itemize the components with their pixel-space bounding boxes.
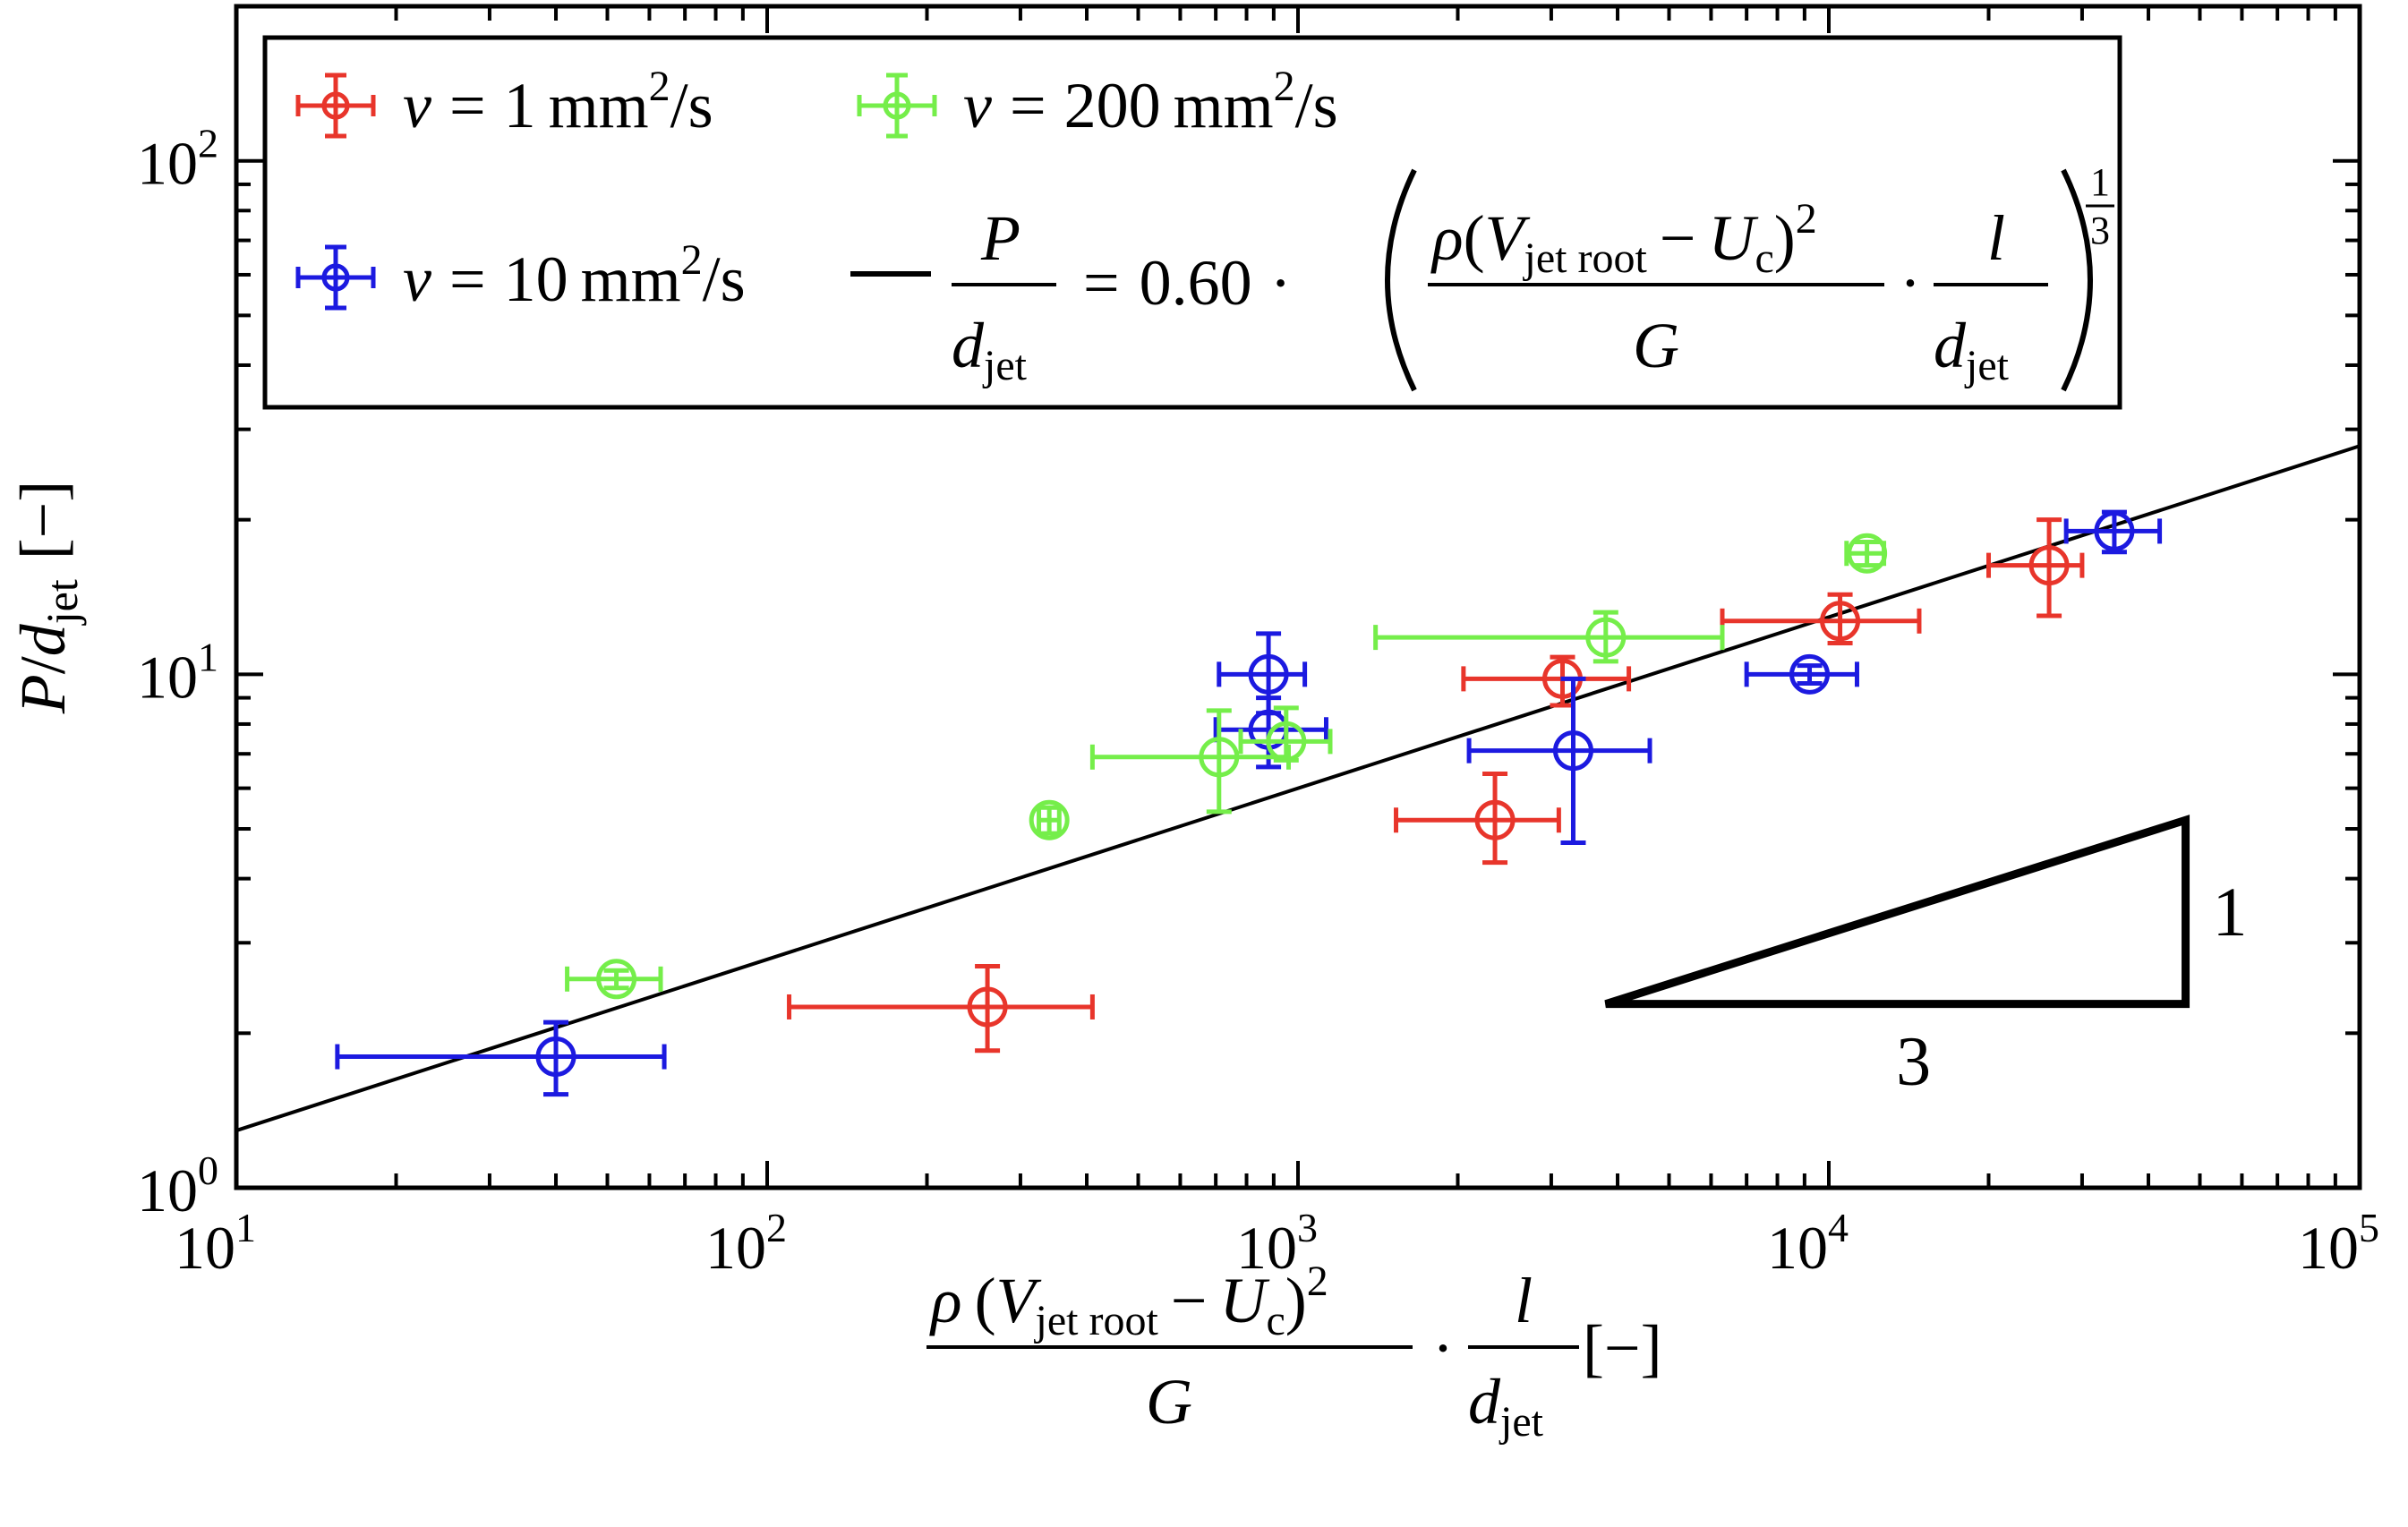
legend-marker-nu200 <box>857 73 937 139</box>
plot-frame <box>234 4 2362 1190</box>
point-nu200-0 <box>565 959 663 1000</box>
x-tick-label-10-2: 102 <box>705 1205 787 1282</box>
point-nu200-1 <box>1029 799 1070 840</box>
x-tick-label-10-5: 105 <box>2298 1205 2379 1282</box>
svg-text:P/djet[−]: P/djet[−] <box>7 481 87 715</box>
point-nu10-1 <box>1217 631 1308 716</box>
legend-entry-nu10: ν = 10 mm2/s <box>295 236 746 315</box>
point-nu1-1 <box>1394 772 1561 866</box>
point-nu1-0 <box>787 964 1095 1054</box>
svg-text:G: G <box>1146 1366 1192 1437</box>
svg-text:·: · <box>1432 1312 1454 1384</box>
point-nu200-4 <box>1373 610 1725 664</box>
data-point <box>1248 653 1289 695</box>
legend-circle <box>321 91 350 120</box>
point-nu200-5 <box>1844 533 1888 574</box>
svg-text:ρ(Vjet root−Uc)2: ρ(Vjet root−Uc)2 <box>1430 195 1817 282</box>
svg-text:djet: djet <box>1468 1366 1544 1446</box>
svg-text:=0.60·: = 0.60 · <box>1083 247 1292 319</box>
point-nu10-0 <box>335 1019 667 1097</box>
y-tick-labels: 100 101 102 <box>137 121 218 1224</box>
svg-text:·: · <box>1900 247 1921 319</box>
legend-entry-fit: P djet = 0.60 · ρ(Vjet root − Uc)2 G · l dje… <box>850 160 2114 392</box>
point-nu1-4 <box>1986 517 2085 618</box>
legend-entry-nu200: ν = 200 mm2/s <box>857 63 1338 141</box>
data-point <box>967 986 1008 1028</box>
data-point <box>2094 510 2135 551</box>
svg-text:3: 3 <box>2090 209 2110 252</box>
svg-text:ρ(Vjet root−Uc)2: ρ(Vjet root−Uc)2 <box>929 1258 1328 1344</box>
legend-circle <box>883 91 911 120</box>
svg-text:l: l <box>1515 1265 1533 1336</box>
data-point <box>596 959 637 1000</box>
svg-text:djet: djet <box>952 310 1028 389</box>
slope-triangle-rise-label: 1 <box>2213 873 2248 951</box>
point-nu10-3 <box>1466 676 1652 845</box>
series-nu1 <box>787 517 2085 1054</box>
svg-text:djet: djet <box>1934 310 2010 389</box>
x-tick-label-10-1: 101 <box>175 1205 256 1282</box>
point-nu1-3 <box>1720 592 1922 646</box>
data-point <box>535 1036 576 1078</box>
point-nu200-3 <box>1238 705 1333 763</box>
data-point <box>1266 721 1307 762</box>
data-point <box>1474 799 1516 840</box>
legend-marker-nu1 <box>295 73 376 139</box>
y-tick-label-10-1: 101 <box>137 634 218 711</box>
point-nu10-4 <box>1744 653 1859 695</box>
fit-line <box>235 444 2361 1132</box>
series-nu200 <box>565 533 1888 1000</box>
x-axis-label: ρ (Vjet root − Uc)2 G · l djet [−] <box>926 1258 1662 1446</box>
slope-triangle-run-label: 3 <box>1896 1022 1931 1100</box>
point-nu1-2 <box>1461 654 1632 708</box>
point-nu200-2 <box>1089 708 1291 815</box>
legend-box <box>262 35 2122 410</box>
y-axis-label: P/djet[−] <box>7 481 87 715</box>
x-tick-label-10-3: 103 <box>1236 1205 1318 1282</box>
data-point <box>2028 545 2070 586</box>
legend: ν = 1 mm2/s ν = 200 mm2/s ν = 10 mm2/s P djet = 0.… <box>262 35 2122 410</box>
x-tick-label-10-4: 104 <box>1767 1205 1849 1282</box>
series-group <box>335 509 2163 1097</box>
legend-circle <box>321 263 350 292</box>
slope-triangle-group: 1 3 <box>1604 815 2248 1100</box>
legend-marker-nu10 <box>295 244 376 311</box>
data-point <box>1789 653 1831 695</box>
data-point <box>1552 730 1593 772</box>
svg-text:G: G <box>1633 310 1679 381</box>
slope-triangle <box>1604 815 2190 1009</box>
data-point <box>1847 533 1888 574</box>
svg-text:1: 1 <box>2090 160 2110 204</box>
x-tick-labels: 101 102 103 104 105 <box>175 1205 2379 1282</box>
data-point <box>1585 617 1627 658</box>
data-point <box>1199 737 1240 778</box>
y-tick-label-10-2: 102 <box>137 121 218 198</box>
svg-text:P: P <box>980 202 1020 274</box>
fit-line-group <box>235 444 2361 1132</box>
series-nu10 <box>335 509 2163 1097</box>
minor-ticks <box>235 4 2361 1190</box>
svg-text:[−]: [−] <box>1583 1312 1662 1384</box>
svg-text:l: l <box>1987 202 2005 274</box>
legend-entry-nu1: ν = 1 mm2/s <box>295 63 713 141</box>
data-point <box>1820 601 1861 642</box>
y-tick-label-10-0: 100 <box>137 1147 218 1224</box>
data-point <box>1029 799 1070 840</box>
point-nu10-5 <box>2063 509 2163 555</box>
